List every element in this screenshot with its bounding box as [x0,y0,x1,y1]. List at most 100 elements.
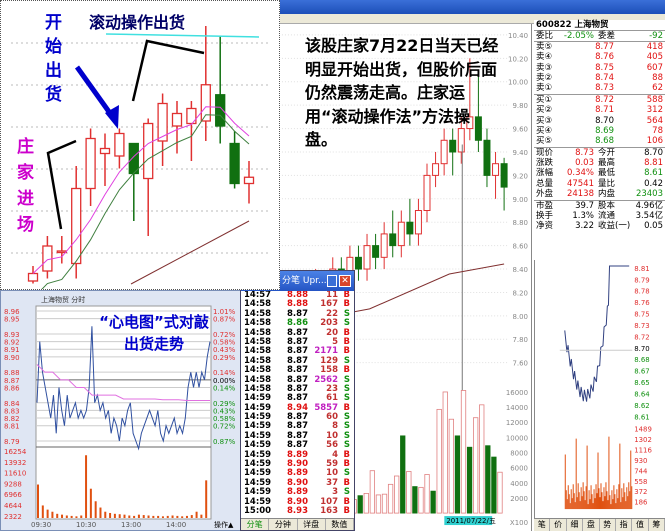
tick-window-title-text: 分笔 Upr... [282,276,327,286]
volume-bar [185,515,188,518]
label: 委比 [536,31,554,42]
price-axis-label: 9.20 [512,172,528,180]
price-axis-label: 8.00 [512,313,528,321]
ask-volume: 405 [646,52,663,63]
ask-price: 8.76 [595,52,614,63]
quote-row: 卖⑤ 8.77 418 [534,42,665,52]
time-axis-label: 13:00 [121,521,141,529]
fund-label: 股本 [598,200,616,211]
tick-volume: 8 [332,421,338,432]
volume-bar [61,514,64,518]
tick-time: 14:59 [244,440,272,451]
quote-row: 买③ 8.70 564 [534,116,665,126]
volume-bar [597,452,599,510]
small-chart-tabs: 笔价细盘势指值筹 [534,518,665,531]
bid-label: 买④ [536,125,553,136]
volume-bar [611,490,613,510]
volume-bar [65,515,68,518]
volume-bar [626,487,628,510]
volume-bar [584,500,586,510]
candle-body [27,272,39,282]
tick-time: 14:59 [244,496,272,507]
tick-volume: 3 [332,487,338,498]
ask-label: 卖① [536,83,553,94]
tick-side: B [343,449,350,460]
volume-bar [610,504,612,510]
volume-bar [620,502,622,510]
tick-window[interactable]: 分笔 Upr... ✕ 14:57 8.88 11 B 14:58 8.88 167 B 14:… [240,270,355,531]
tick-time: 14:58 [244,346,272,357]
fund-value: 1.3% [572,211,594,222]
tick-tab-2[interactable]: 详盘 [298,519,326,530]
volume-bar [566,499,568,510]
stat-label: 今开 [598,147,616,158]
tick-tab-0[interactable]: 分笔 [241,519,270,530]
tick-side: B [343,327,350,338]
tick-side: S [343,421,350,432]
volume-bar [631,486,633,510]
stat-label: 最高 [598,158,616,169]
pct-axis-label: 0.58% [213,415,236,423]
tick-time: 14:59 [244,421,272,432]
tick-time: 14:58 [244,318,272,329]
volume-bar [195,511,198,518]
quote-row: 市盈 39.7 股本 4.96亿 [534,201,665,211]
tab-7[interactable]: 筹 [649,519,665,531]
tick-row: 14:59 8.87 56 S [241,440,354,451]
volume-bar [583,491,585,510]
volume-bar [567,485,569,510]
tick-volume: 11 [326,290,338,300]
tick-volume: 2562 [314,374,338,385]
tab-6[interactable]: 值 [632,519,649,531]
tick-tab-1[interactable]: 分钟 [269,519,298,530]
tick-tab-3[interactable]: 数值 [326,519,354,530]
price-axis-label: 8.83 [4,407,20,415]
tab-4[interactable]: 势 [600,519,616,531]
tick-volume: 5857 [314,402,338,413]
tick-time: 14:58 [244,365,272,376]
annotation-note: 该股庄家7月22日当天已经明显开始出货，但股价后面仍然震荡走高。庄家运用“滚动操… [305,36,499,149]
weicha-value: -92 [649,31,663,42]
tick-row: 14:58 8.87 20 B [241,327,354,338]
volume-axis-label: 930 [634,457,647,465]
tab-3[interactable]: 盘 [583,519,600,531]
volume-bar [436,408,442,514]
weibi-value: -2.05% [563,31,594,42]
volume-bar [627,496,629,510]
maximize-icon[interactable] [327,275,337,287]
tick-price: 8.87 [287,421,308,432]
ask-price: 8.75 [595,62,614,73]
ask-price: 8.73 [595,83,614,94]
candle-body [157,102,168,142]
minute-chart-small[interactable]: 8.81 8.79 8.78 8.76 8.75 8.73 8.72 8.70 8.68 8.67… [534,260,665,518]
price-axis-label: 8.64 [634,390,650,398]
volume-bar [485,445,491,514]
volume-bar [593,489,595,510]
tick-row: 14:59 8.87 60 S [241,412,354,423]
volume-bar [624,492,626,510]
price-axis-label: 9.40 [512,149,528,157]
tab-0[interactable]: 笔 [534,519,551,531]
tick-side: S [343,430,350,441]
intraday-chart[interactable]: 8.968.95 8.938.928.918.90 8.888.878.86 8.84… [1,291,244,530]
tick-price: 8.87 [287,346,308,357]
volume-bar [616,489,618,510]
tab-5[interactable]: 指 [616,519,633,531]
price-axis-label: 10.20 [508,55,528,63]
pct-axis-label: 0.43% [213,407,236,415]
tab-1[interactable]: 价 [550,519,567,531]
tab-2[interactable]: 细 [567,519,584,531]
volume-bar [595,484,597,510]
ask-label: 卖② [536,72,553,83]
volume-bar [406,471,412,514]
volume-bar [190,515,193,518]
close-icon[interactable]: ✕ [339,275,351,287]
stat-value: 0.34% [566,168,594,179]
tick-volume: 60 [326,412,338,423]
candle-body [474,116,482,141]
bid-price: 8.71 [595,105,614,116]
intraday-window[interactable]: 8.96 8.95 8.93 8.92 8.91 8.90 8.88 8.87 8.86 8.84… [0,290,245,531]
stat-value: 0.03 [575,158,594,169]
tick-time: 14:59 [244,487,272,498]
quote-row: 卖③ 8.75 607 [534,63,665,73]
